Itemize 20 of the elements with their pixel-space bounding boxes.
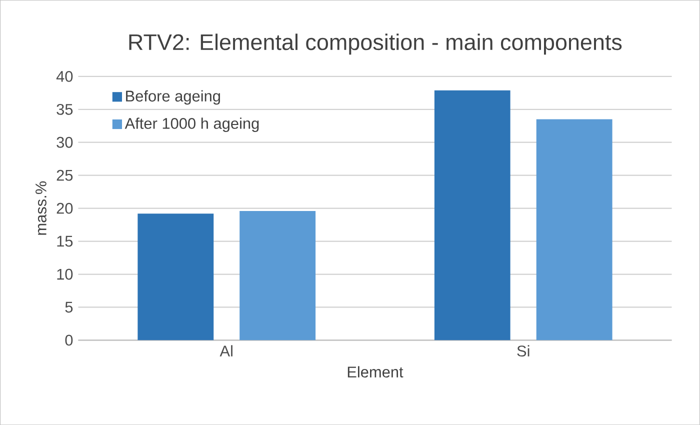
x-tick-label: Al xyxy=(220,345,232,356)
y-tick-label: 40 xyxy=(56,70,73,82)
bar xyxy=(240,210,316,340)
y-tick-label: 10 xyxy=(57,268,73,280)
bar xyxy=(536,119,612,340)
y-tick-label: 25 xyxy=(56,170,73,181)
bar xyxy=(434,90,510,340)
bar xyxy=(138,213,214,340)
y-tick-label: 20 xyxy=(56,202,73,214)
y-tick-label: 0 xyxy=(65,334,73,346)
y-tick-label: 15 xyxy=(57,236,73,247)
legend-label: Before ageing xyxy=(126,90,220,105)
y-tick-label: 30 xyxy=(56,136,73,148)
y-axis-title: mass.% xyxy=(36,181,46,235)
legend-label: After 1000 h ageing xyxy=(124,117,259,132)
y-tick-label: 5 xyxy=(65,302,73,313)
y-tick-label: 35 xyxy=(56,104,73,115)
x-tick-label: Si xyxy=(517,345,530,356)
chart-title: RTV2: Elemental composition - main components xyxy=(129,34,622,54)
x-axis-title: Element xyxy=(348,366,404,378)
